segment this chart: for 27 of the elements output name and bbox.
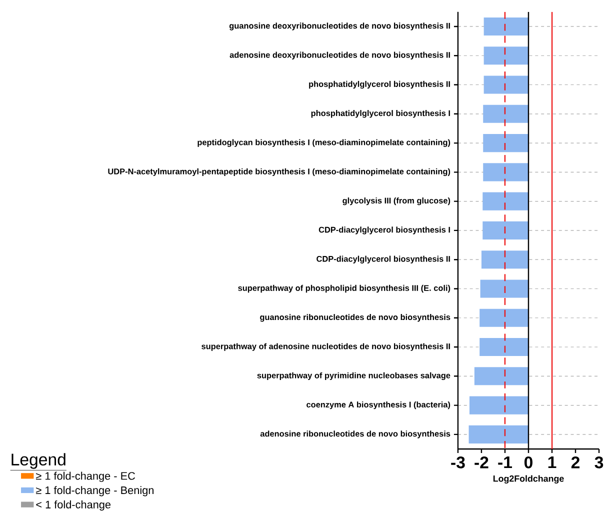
legend-label: < 1 fold-change — [36, 500, 111, 510]
y-tick-label: adenosine ribonucleotides de novo biosynthesis — [260, 430, 450, 438]
y-tick-label: UDP-N-acetylmuramoyl-pentapeptide biosynthesis I (meso-diaminopimelate containing) — [108, 168, 450, 176]
y-tick-label: CDP-diacylglycerol biosynthesis I — [318, 226, 450, 234]
y-tick-label: adenosine deoxyribonucleotides de novo biosynthesis II — [230, 52, 450, 60]
y-tick-label: CDP-diacylglycerol biosynthesis II — [316, 256, 450, 264]
y-tick-label: superpathway of pyrimidine nucleobases salvage — [257, 372, 450, 380]
legend-label: ≥ 1 fold-change - Benign — [36, 486, 154, 496]
y-tick-label: superpathway of adenosine nucleotides de novo biosynthesis II — [202, 342, 450, 351]
x-tick-label: 3 — [594, 456, 604, 468]
legend-title: Legend — [12, 452, 66, 469]
y-tick-label: peptidoglycan biosynthesis I (meso-diaminopimelate containing) — [198, 138, 450, 147]
legend-label: ≥ 1 fold-change - EC — [36, 472, 136, 482]
x-axis-title: Log2Foldchange — [493, 474, 564, 484]
x-tick-label: -1 — [498, 456, 512, 468]
x-tick-label: 1 — [548, 456, 556, 468]
x-tick-label: 2 — [571, 456, 580, 468]
y-tick-label: phosphatidylglycerol biosynthesis I — [311, 110, 450, 118]
y-tick-label: guanosine ribonucleotides de novo biosynthesis — [260, 314, 450, 322]
x-tick-label: 0 — [524, 456, 532, 468]
y-tick-label: phosphatidylglycerol biosynthesis II — [309, 80, 450, 88]
x-tick-label: -2 — [474, 456, 488, 468]
x-tick-label: -3 — [451, 456, 465, 468]
y-tick-label: guanosine deoxyribonucleotides de novo biosynthesis II — [229, 22, 450, 30]
y-tick-label: superpathway of phospholipid biosynthesis III (E. coli) — [238, 284, 450, 292]
y-tick-label: glycolysis III (from glucose) — [342, 197, 450, 205]
y-tick-label: coenzyme A biosynthesis I (bacteria) — [306, 401, 450, 409]
